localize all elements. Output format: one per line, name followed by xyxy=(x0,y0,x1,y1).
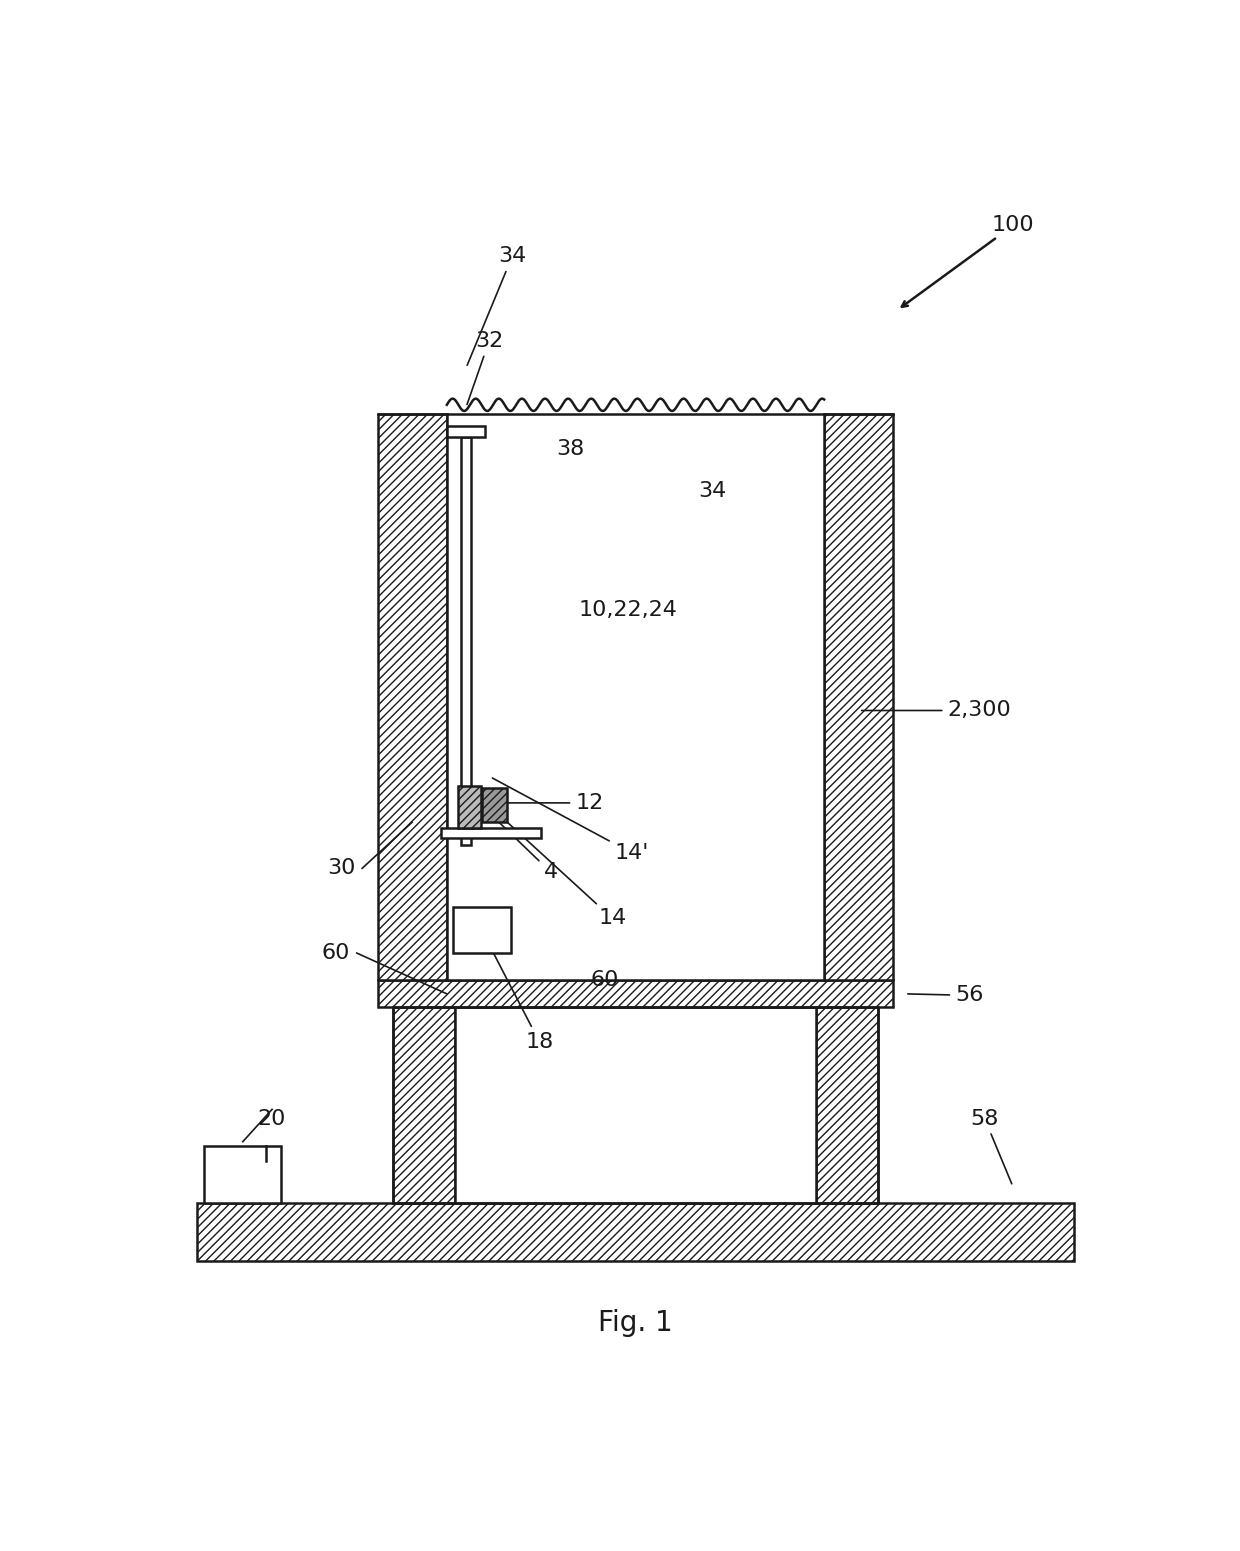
Bar xyxy=(197,1204,1074,1261)
Text: 60: 60 xyxy=(590,969,619,990)
Bar xyxy=(453,907,511,952)
Text: 14': 14' xyxy=(492,779,649,862)
Text: 34: 34 xyxy=(698,481,727,501)
Text: 56: 56 xyxy=(908,985,983,1005)
Bar xyxy=(825,414,894,980)
Bar xyxy=(455,1007,816,1204)
Text: 2,300: 2,300 xyxy=(862,701,1011,721)
Text: 30: 30 xyxy=(327,858,356,878)
Text: 10,22,24: 10,22,24 xyxy=(578,600,677,620)
Text: 38: 38 xyxy=(556,439,584,459)
Text: 32: 32 xyxy=(467,330,503,405)
Text: 12: 12 xyxy=(479,793,604,813)
Bar xyxy=(482,788,507,822)
Text: 58: 58 xyxy=(971,1109,1012,1183)
Bar xyxy=(393,1007,878,1204)
Bar xyxy=(446,427,485,437)
Bar xyxy=(440,828,541,838)
Text: 4: 4 xyxy=(467,791,558,883)
Text: 34: 34 xyxy=(467,247,527,366)
Bar xyxy=(377,980,894,1007)
Text: Fig. 1: Fig. 1 xyxy=(598,1309,673,1337)
Bar xyxy=(446,414,825,980)
Text: 60: 60 xyxy=(321,943,350,963)
Text: 100: 100 xyxy=(992,216,1034,236)
Text: 18: 18 xyxy=(482,932,553,1052)
Text: 20: 20 xyxy=(258,1109,286,1129)
Bar xyxy=(458,786,481,828)
Bar xyxy=(377,414,446,980)
Bar xyxy=(816,1007,878,1204)
Bar xyxy=(393,1007,455,1204)
Text: 14: 14 xyxy=(497,813,626,929)
Bar xyxy=(205,1146,281,1204)
Bar xyxy=(461,437,471,845)
